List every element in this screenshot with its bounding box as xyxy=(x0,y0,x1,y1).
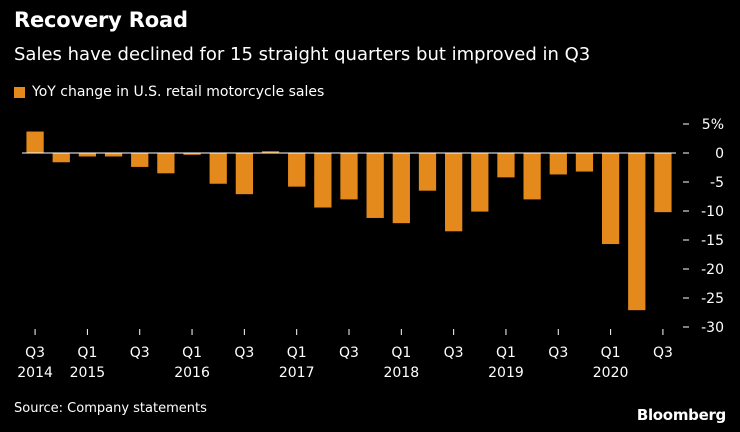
brand-logo: Bloomberg xyxy=(636,406,726,424)
bar-q4-2016 xyxy=(261,151,280,153)
x-tick-label-quarter: Q3 xyxy=(25,345,45,361)
x-tick-label-quarter: Q3 xyxy=(653,345,673,361)
x-tick-label-quarter: Q1 xyxy=(391,345,411,361)
x-tick-label-quarter: Q1 xyxy=(77,345,97,361)
bar-q2-2020 xyxy=(628,153,646,311)
x-tick-label-quarter: Q3 xyxy=(339,345,359,361)
chart-title: Recovery Road xyxy=(14,8,188,32)
bar-q2-2019 xyxy=(523,153,541,200)
x-tick-label-year: 2014 xyxy=(17,365,53,381)
chart-subtitle: Sales have declined for 15 straight quar… xyxy=(14,44,591,65)
bars-group xyxy=(26,131,672,311)
x-tick-label-year: 2020 xyxy=(593,365,629,381)
legend-swatch xyxy=(14,86,25,98)
y-tick-label: -15 xyxy=(701,233,724,249)
legend: YoY change in U.S. retail motorcycle sal… xyxy=(14,84,324,100)
source-note: Source: Company statements xyxy=(14,401,207,416)
bar-q1-2019 xyxy=(497,153,515,178)
bar-q2-2017 xyxy=(314,153,332,208)
x-tick-label-year: 2019 xyxy=(488,365,524,381)
x-tick-label-quarter: Q1 xyxy=(287,345,307,361)
bar-q3-2016 xyxy=(235,153,253,195)
x-tick-label-year: 2015 xyxy=(70,365,106,381)
x-tick-label-quarter: Q3 xyxy=(130,345,150,361)
y-tick-label: -20 xyxy=(701,262,724,278)
y-tick-label: 0 xyxy=(715,146,724,162)
bar-q4-2014 xyxy=(52,153,70,163)
x-tick-label-quarter: Q3 xyxy=(234,345,254,361)
bar-q3-2017 xyxy=(340,153,358,200)
bar-q1-2020 xyxy=(601,153,620,245)
bar-q1-2016 xyxy=(183,153,201,155)
bar-q2-2015 xyxy=(104,153,123,157)
bar-q4-2017 xyxy=(366,153,384,218)
x-tick-label-quarter: Q3 xyxy=(444,345,464,361)
y-tick-label: -30 xyxy=(701,320,724,336)
bar-q3-2014 xyxy=(26,131,44,153)
bar-q2-2016 xyxy=(209,153,227,184)
x-axis: Q3 2014 Q1 2015 Q3 Q1 2016 Q3 Q1 2017 Q3 Q1 2018 Q3 Q1… xyxy=(17,329,673,381)
bar-q2-2018 xyxy=(418,153,437,191)
bar-q1-2017 xyxy=(288,153,306,187)
y-tick-label: -25 xyxy=(701,291,724,307)
bar-q4-2015 xyxy=(157,153,175,174)
y-axis: 5% 0 -5 -10 -15 -20 -25 -30 xyxy=(683,117,724,336)
bar-q1-2015 xyxy=(78,153,97,157)
x-tick-label-quarter: Q1 xyxy=(601,345,621,361)
legend-label: YoY change in U.S. retail motorcycle sal… xyxy=(32,84,325,100)
x-tick-label-quarter: Q1 xyxy=(496,345,516,361)
x-tick-label-quarter: Q1 xyxy=(182,345,202,361)
y-tick-label: 5% xyxy=(702,117,724,133)
x-tick-label-year: 2016 xyxy=(174,365,210,381)
bar-q3-2015 xyxy=(131,153,149,167)
x-tick-label-year: 2017 xyxy=(279,365,315,381)
x-tick-label-year: 2018 xyxy=(383,365,419,381)
x-tick-label-quarter: Q3 xyxy=(548,345,568,361)
bar-q4-2019 xyxy=(575,153,594,172)
bar-q3-2019 xyxy=(549,153,567,175)
y-tick-label: -10 xyxy=(701,204,724,220)
bar-q1-2018 xyxy=(392,153,410,224)
bar-q3-2020 xyxy=(654,153,672,213)
y-tick-label: -5 xyxy=(710,175,724,191)
bar-q4-2018 xyxy=(471,153,489,212)
bar-q3-2018 xyxy=(445,153,463,232)
